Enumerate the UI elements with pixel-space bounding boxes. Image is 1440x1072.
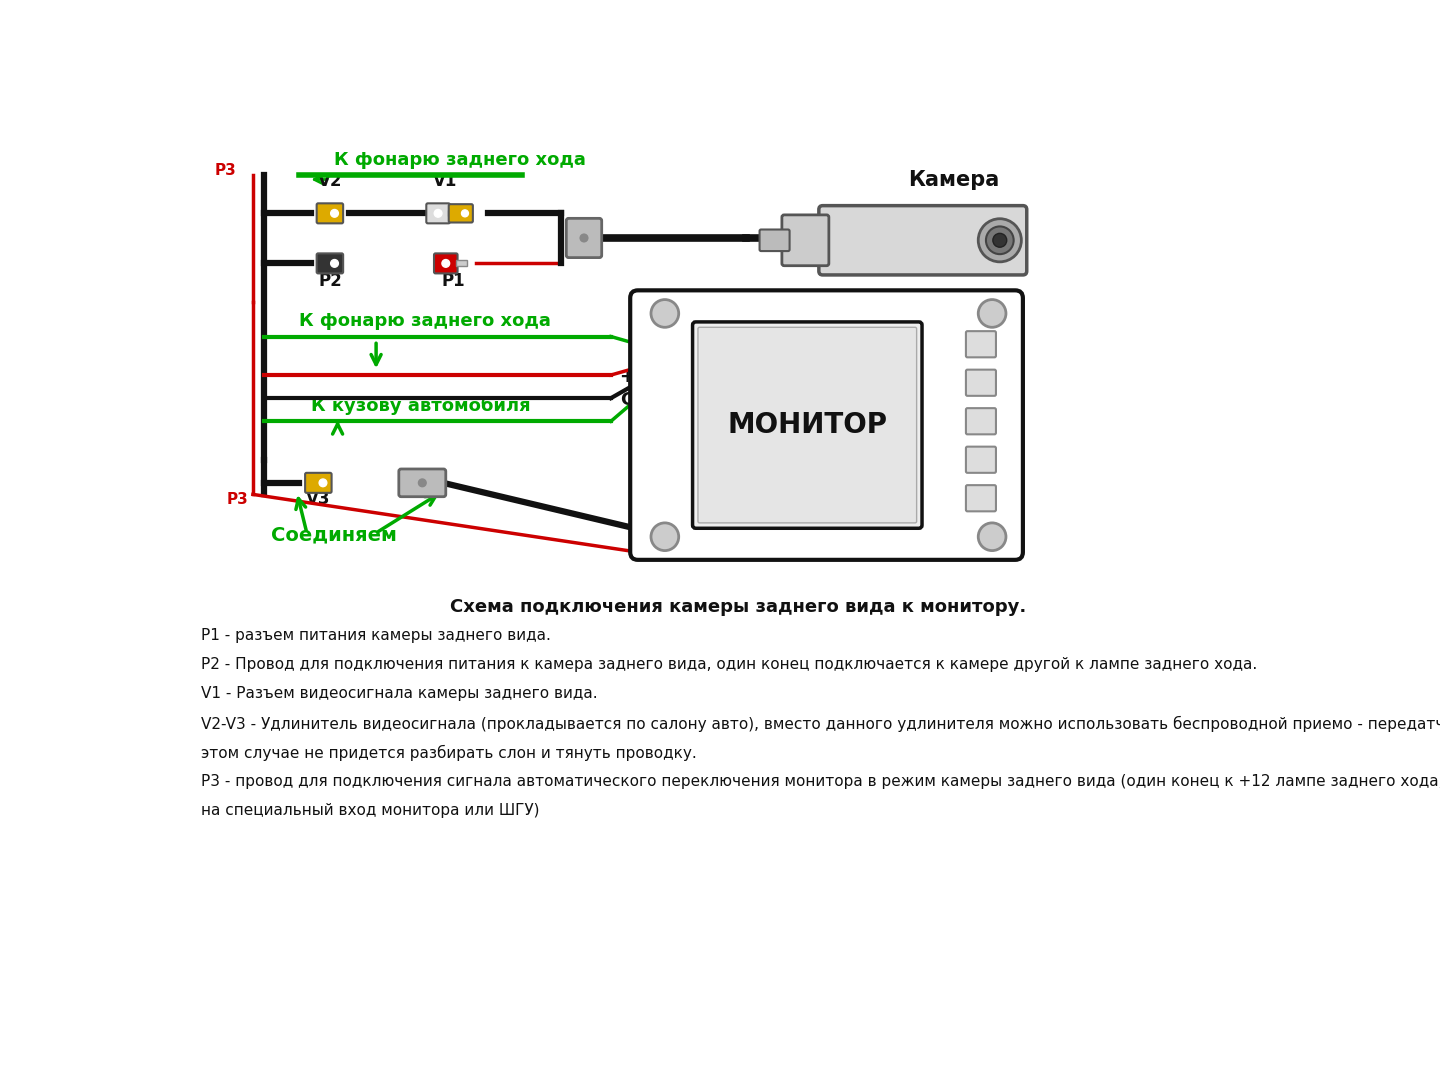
Text: P3: P3 xyxy=(226,492,248,507)
FancyBboxPatch shape xyxy=(317,204,343,223)
Text: этом случае не придется разбирать слон и тянуть проводку.: этом случае не придется разбирать слон и… xyxy=(200,745,697,761)
Circle shape xyxy=(978,299,1007,327)
FancyBboxPatch shape xyxy=(782,214,829,266)
FancyBboxPatch shape xyxy=(966,486,996,511)
Text: V1 - Разъем видеосигнала камеры заднего вида.: V1 - Разъем видеосигнала камеры заднего … xyxy=(200,686,598,701)
FancyBboxPatch shape xyxy=(631,291,1022,560)
Text: GND: GND xyxy=(621,390,665,408)
Text: P2: P2 xyxy=(318,272,341,291)
Circle shape xyxy=(986,226,1014,254)
Circle shape xyxy=(978,219,1021,262)
FancyBboxPatch shape xyxy=(966,447,996,473)
Circle shape xyxy=(651,299,678,327)
Text: МОНИТОР: МОНИТОР xyxy=(727,411,887,440)
Text: Камера: Камера xyxy=(909,170,999,191)
Text: +12 В: +12 В xyxy=(621,368,680,386)
Circle shape xyxy=(442,259,449,267)
Circle shape xyxy=(978,523,1007,551)
Circle shape xyxy=(435,209,442,218)
Text: V1: V1 xyxy=(433,173,458,191)
Text: К фонарю заднего хода: К фонарю заднего хода xyxy=(334,151,586,168)
Circle shape xyxy=(331,259,338,267)
Text: К фонарю заднего хода: К фонарю заднего хода xyxy=(300,312,552,330)
Text: V3: V3 xyxy=(307,490,331,508)
Circle shape xyxy=(651,523,678,551)
FancyBboxPatch shape xyxy=(693,322,922,528)
Circle shape xyxy=(331,209,338,218)
FancyBboxPatch shape xyxy=(426,204,449,223)
Text: P3: P3 xyxy=(215,164,236,179)
FancyBboxPatch shape xyxy=(449,204,472,223)
Text: Схема подключения камеры заднего вида к монитору.: Схема подключения камеры заднего вида к … xyxy=(449,598,1027,616)
FancyBboxPatch shape xyxy=(759,229,789,251)
Text: P1 - разъем питания камеры заднего вида.: P1 - разъем питания камеры заднего вида. xyxy=(200,627,550,642)
Text: P1: P1 xyxy=(441,272,465,291)
FancyBboxPatch shape xyxy=(966,331,996,357)
Circle shape xyxy=(320,479,327,487)
Circle shape xyxy=(992,234,1007,248)
Text: Соединяем: Соединяем xyxy=(271,525,396,545)
Text: на специальный вход монитора или ШГУ): на специальный вход монитора или ШГУ) xyxy=(200,803,539,818)
FancyBboxPatch shape xyxy=(305,473,331,493)
FancyBboxPatch shape xyxy=(698,327,917,523)
FancyBboxPatch shape xyxy=(566,219,602,257)
Text: К кузову автомобиля: К кузову автомобиля xyxy=(311,397,530,415)
FancyBboxPatch shape xyxy=(819,206,1027,274)
Text: P2 - Провод для подключения питания к камера заднего вида, один конец подключает: P2 - Провод для подключения питания к ка… xyxy=(200,657,1257,672)
Text: P3 - провод для подключения сигнала автоматического переключения монитора в режи: P3 - провод для подключения сигнала авто… xyxy=(200,774,1440,789)
FancyBboxPatch shape xyxy=(433,253,458,273)
FancyBboxPatch shape xyxy=(399,468,446,496)
Circle shape xyxy=(461,210,468,217)
Circle shape xyxy=(419,479,426,487)
Text: V2-V3 - Удлинитель видеосигнала (прокладывается по салону авто), вместо данного : V2-V3 - Удлинитель видеосигнала (проклад… xyxy=(200,715,1440,731)
Bar xyxy=(456,260,467,267)
Bar xyxy=(448,210,459,217)
Text: V2: V2 xyxy=(318,173,343,191)
FancyBboxPatch shape xyxy=(966,370,996,396)
FancyBboxPatch shape xyxy=(317,253,343,273)
Circle shape xyxy=(580,234,588,242)
FancyBboxPatch shape xyxy=(966,408,996,434)
